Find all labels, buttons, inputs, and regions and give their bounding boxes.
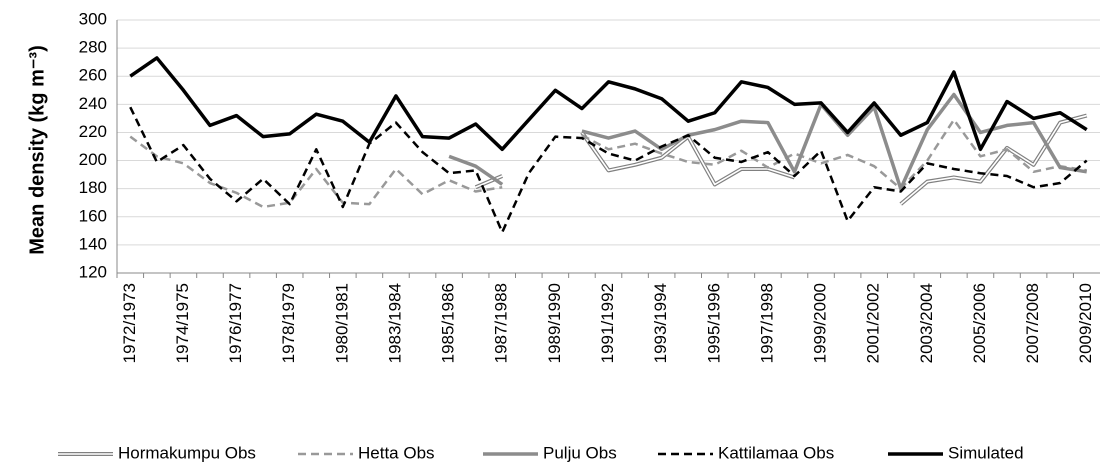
legend-label: Hetta Obs [358,443,435,462]
y-tick-label: 200 [79,150,107,169]
y-tick-label: 160 [79,206,107,225]
x-tick-label: 1991/1992 [598,283,617,363]
x-tick-label: 1983/1984 [385,283,404,363]
legend-label: Simulated [948,443,1024,462]
legend-label: Pulju Obs [543,443,617,462]
series-line [129,118,1087,209]
y-tick-label: 140 [79,234,107,253]
x-tick-label: 1985/1986 [439,283,458,363]
x-tick-label: 2001/2002 [864,283,883,363]
y-tick-label: 180 [79,178,107,197]
x-tick-label: 1987/1988 [492,283,511,363]
x-tick-label: 1978/1979 [279,283,298,363]
x-tick-label: 1976/1977 [226,283,245,363]
y-tick-label: 260 [79,66,107,85]
x-tick-label: 1999/2000 [811,283,830,363]
x-tick-label: 2009/2010 [1076,283,1095,363]
legend-label: Kattilamaa Obs [718,443,834,462]
x-tick-label: 2005/2006 [970,283,989,363]
y-tick-label: 280 [79,38,107,57]
x-tick-label: 2003/2004 [917,283,936,363]
y-tick-label: 120 [79,262,107,281]
x-tick-label: 1995/1996 [704,283,723,363]
y-tick-label: 220 [79,122,107,141]
x-tick-label: 1974/1975 [173,283,192,363]
x-tick-label: 1993/1994 [651,283,670,363]
x-tick-label: 1997/1998 [757,283,776,363]
series-line [129,56,1088,152]
y-axis-title: Mean density (kg m⁻³) [26,45,48,254]
legend-label: Hormakumpu Obs [118,443,256,462]
x-tick-label: 1989/1990 [545,283,564,363]
x-tick-label: 1972/1973 [120,283,139,363]
y-tick-label: 240 [79,94,107,113]
series-line [129,106,1088,234]
x-tick-label: 2007/2008 [1023,283,1042,363]
x-tick-label: 1980/1981 [332,283,351,363]
y-tick-label: 300 [79,9,107,28]
